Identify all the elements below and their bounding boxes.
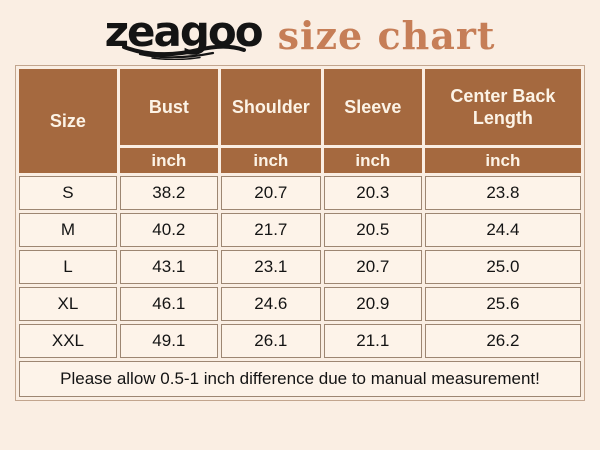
shoulder-value: 20.7 xyxy=(220,176,321,210)
logo-swoosh-icon xyxy=(122,44,247,60)
column-header-center-back-length: Center Back Length xyxy=(424,69,581,145)
page-title: size chart xyxy=(277,12,496,58)
unit-cell-center-back-length: inch xyxy=(424,148,581,173)
sleeve-value: 20.3 xyxy=(323,176,422,210)
table-row-xl: XL 46.1 24.6 20.9 25.6 xyxy=(19,287,581,321)
center-back-length-value: 24.4 xyxy=(424,213,581,247)
unit-cell-shoulder: inch xyxy=(220,148,321,173)
bust-value: 40.2 xyxy=(119,213,218,247)
column-header-row: Size Bust Shoulder Sleeve Center Back Le… xyxy=(19,69,581,173)
sleeve-value: 20.5 xyxy=(323,213,422,247)
column-header-bust: Bust xyxy=(119,69,218,145)
column-header-sleeve: Sleeve xyxy=(323,69,422,145)
bust-value: 46.1 xyxy=(119,287,218,321)
size-label: S xyxy=(19,176,117,210)
table-row-s: S 38.2 20.7 20.3 23.8 xyxy=(19,176,581,210)
zeagoo-logo: zeagoo xyxy=(104,6,264,60)
unit-cell-bust: inch xyxy=(119,148,218,173)
bust-value: 49.1 xyxy=(119,324,218,358)
size-table: Size Bust Shoulder Sleeve Center Back Le… xyxy=(15,65,585,401)
center-back-length-value: 25.0 xyxy=(424,250,581,284)
table-row-l: L 43.1 23.1 20.7 25.0 xyxy=(19,250,581,284)
center-back-length-value: 23.8 xyxy=(424,176,581,210)
sleeve-value: 20.9 xyxy=(323,287,422,321)
center-back-length-value: 26.2 xyxy=(424,324,581,358)
shoulder-value: 21.7 xyxy=(220,213,321,247)
column-header-shoulder: Shoulder xyxy=(220,69,321,145)
bust-value: 43.1 xyxy=(119,250,218,284)
logo-text: zeagoo xyxy=(104,6,264,56)
table-row-xxl: XXL 49.1 26.1 21.1 26.2 xyxy=(19,324,581,358)
table-row-m: M 40.2 21.7 20.5 24.4 xyxy=(19,213,581,247)
size-label: L xyxy=(19,250,117,284)
note-row: Please allow 0.5-1 inch difference due t… xyxy=(19,361,581,397)
shoulder-value: 26.1 xyxy=(220,324,321,358)
brand-header: zeagoo size chart xyxy=(0,0,600,62)
center-back-length-value: 25.6 xyxy=(424,287,581,321)
size-label: M xyxy=(19,213,117,247)
column-header-size: Size xyxy=(19,69,117,173)
shoulder-value: 24.6 xyxy=(220,287,321,321)
bust-value: 38.2 xyxy=(119,176,218,210)
size-label: XL xyxy=(19,287,117,321)
unit-row: inch inch inch inch xyxy=(19,148,581,173)
measurement-note: Please allow 0.5-1 inch difference due t… xyxy=(19,361,581,397)
size-label: XXL xyxy=(19,324,117,358)
shoulder-value: 23.1 xyxy=(220,250,321,284)
unit-cell-sleeve: inch xyxy=(323,148,422,173)
sleeve-value: 21.1 xyxy=(323,324,422,358)
sleeve-value: 20.7 xyxy=(323,250,422,284)
